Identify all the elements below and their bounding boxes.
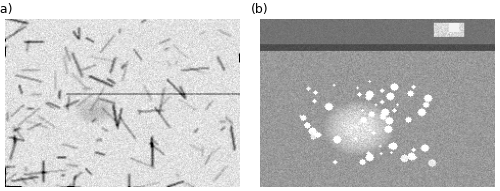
- Text: (a): (a): [0, 3, 13, 16]
- Text: (b): (b): [250, 3, 268, 16]
